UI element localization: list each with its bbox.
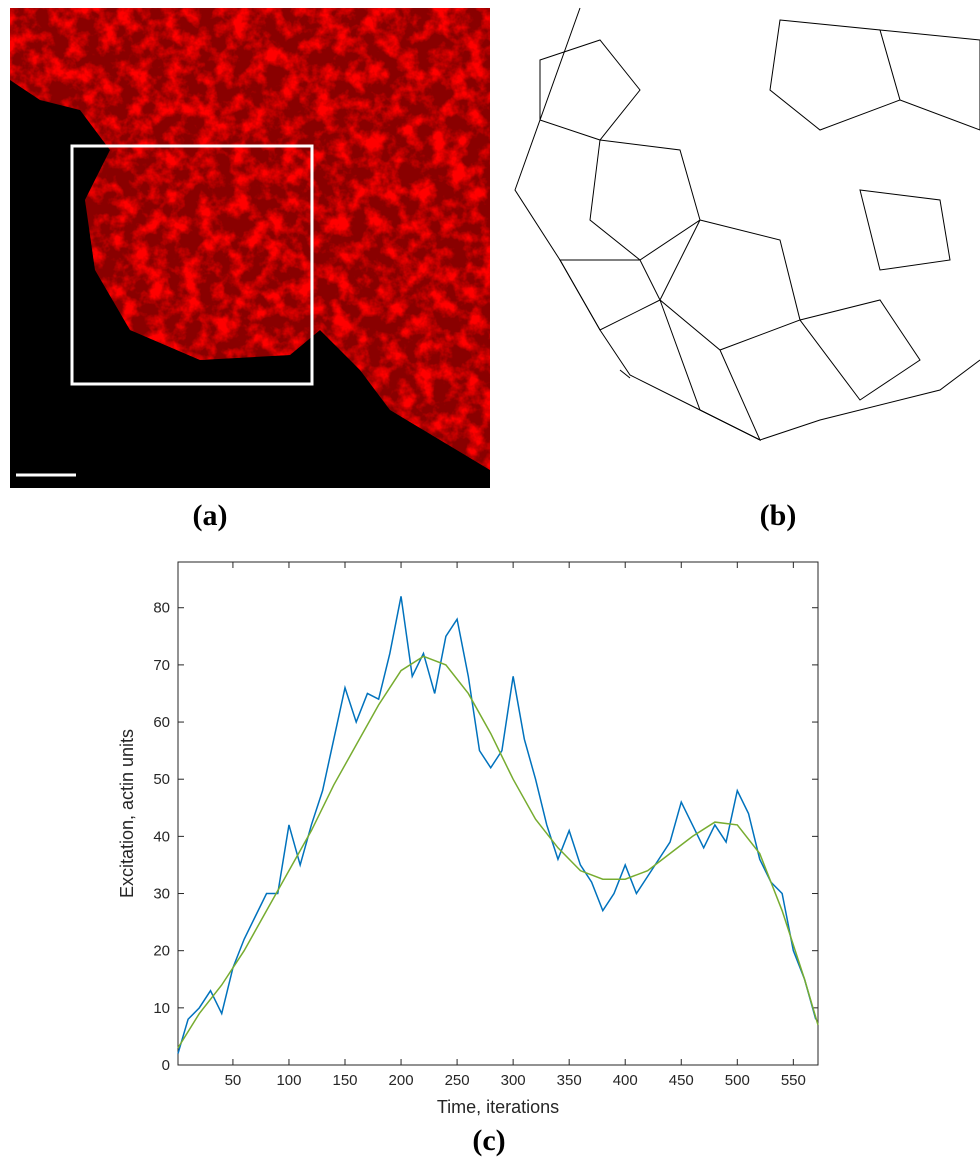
x-tick-label: 300: [501, 1072, 526, 1089]
x-tick-label: 200: [389, 1072, 414, 1089]
y-tick-label: 60: [153, 714, 170, 731]
chart: 50 100 150 200 250 300 350 400 450 500 550 0 10 20 30 4…: [117, 561, 819, 1117]
x-tick-label: 50: [225, 1072, 242, 1089]
y-tick-label: 0: [162, 1057, 170, 1074]
y-tick-label: 80: [153, 600, 170, 617]
panel-a-image: [10, 8, 490, 488]
y-axis-label: Excitation, actin units: [117, 729, 137, 898]
x-tick-label: 100: [276, 1072, 301, 1089]
panel-label: (b): [760, 499, 797, 532]
plot-frame: [177, 561, 819, 1066]
data-line: [177, 596, 817, 1054]
y-tick-label: 40: [153, 828, 170, 845]
x-tick-label: 350: [557, 1072, 582, 1089]
x-tick-label: 400: [613, 1072, 638, 1089]
y-tick-label: 10: [153, 1000, 170, 1017]
x-tick-label: 150: [332, 1072, 357, 1089]
y-tick-label: 50: [153, 771, 170, 788]
panel-label: (c): [472, 1124, 505, 1157]
panel-label: (a): [193, 499, 228, 532]
x-tick-label: 550: [781, 1072, 806, 1089]
x-axis-label: Time, iterations: [437, 1097, 559, 1117]
x-tick-label: 250: [445, 1072, 470, 1089]
data-line: [177, 655, 819, 1049]
x-tick-label: 450: [669, 1072, 694, 1089]
panel-b-image: [514, 7, 980, 442]
y-tick-label: 70: [153, 657, 170, 674]
y-tick-label: 20: [153, 943, 170, 960]
y-tick-label: 30: [153, 886, 170, 903]
x-tick-label: 500: [725, 1072, 750, 1089]
